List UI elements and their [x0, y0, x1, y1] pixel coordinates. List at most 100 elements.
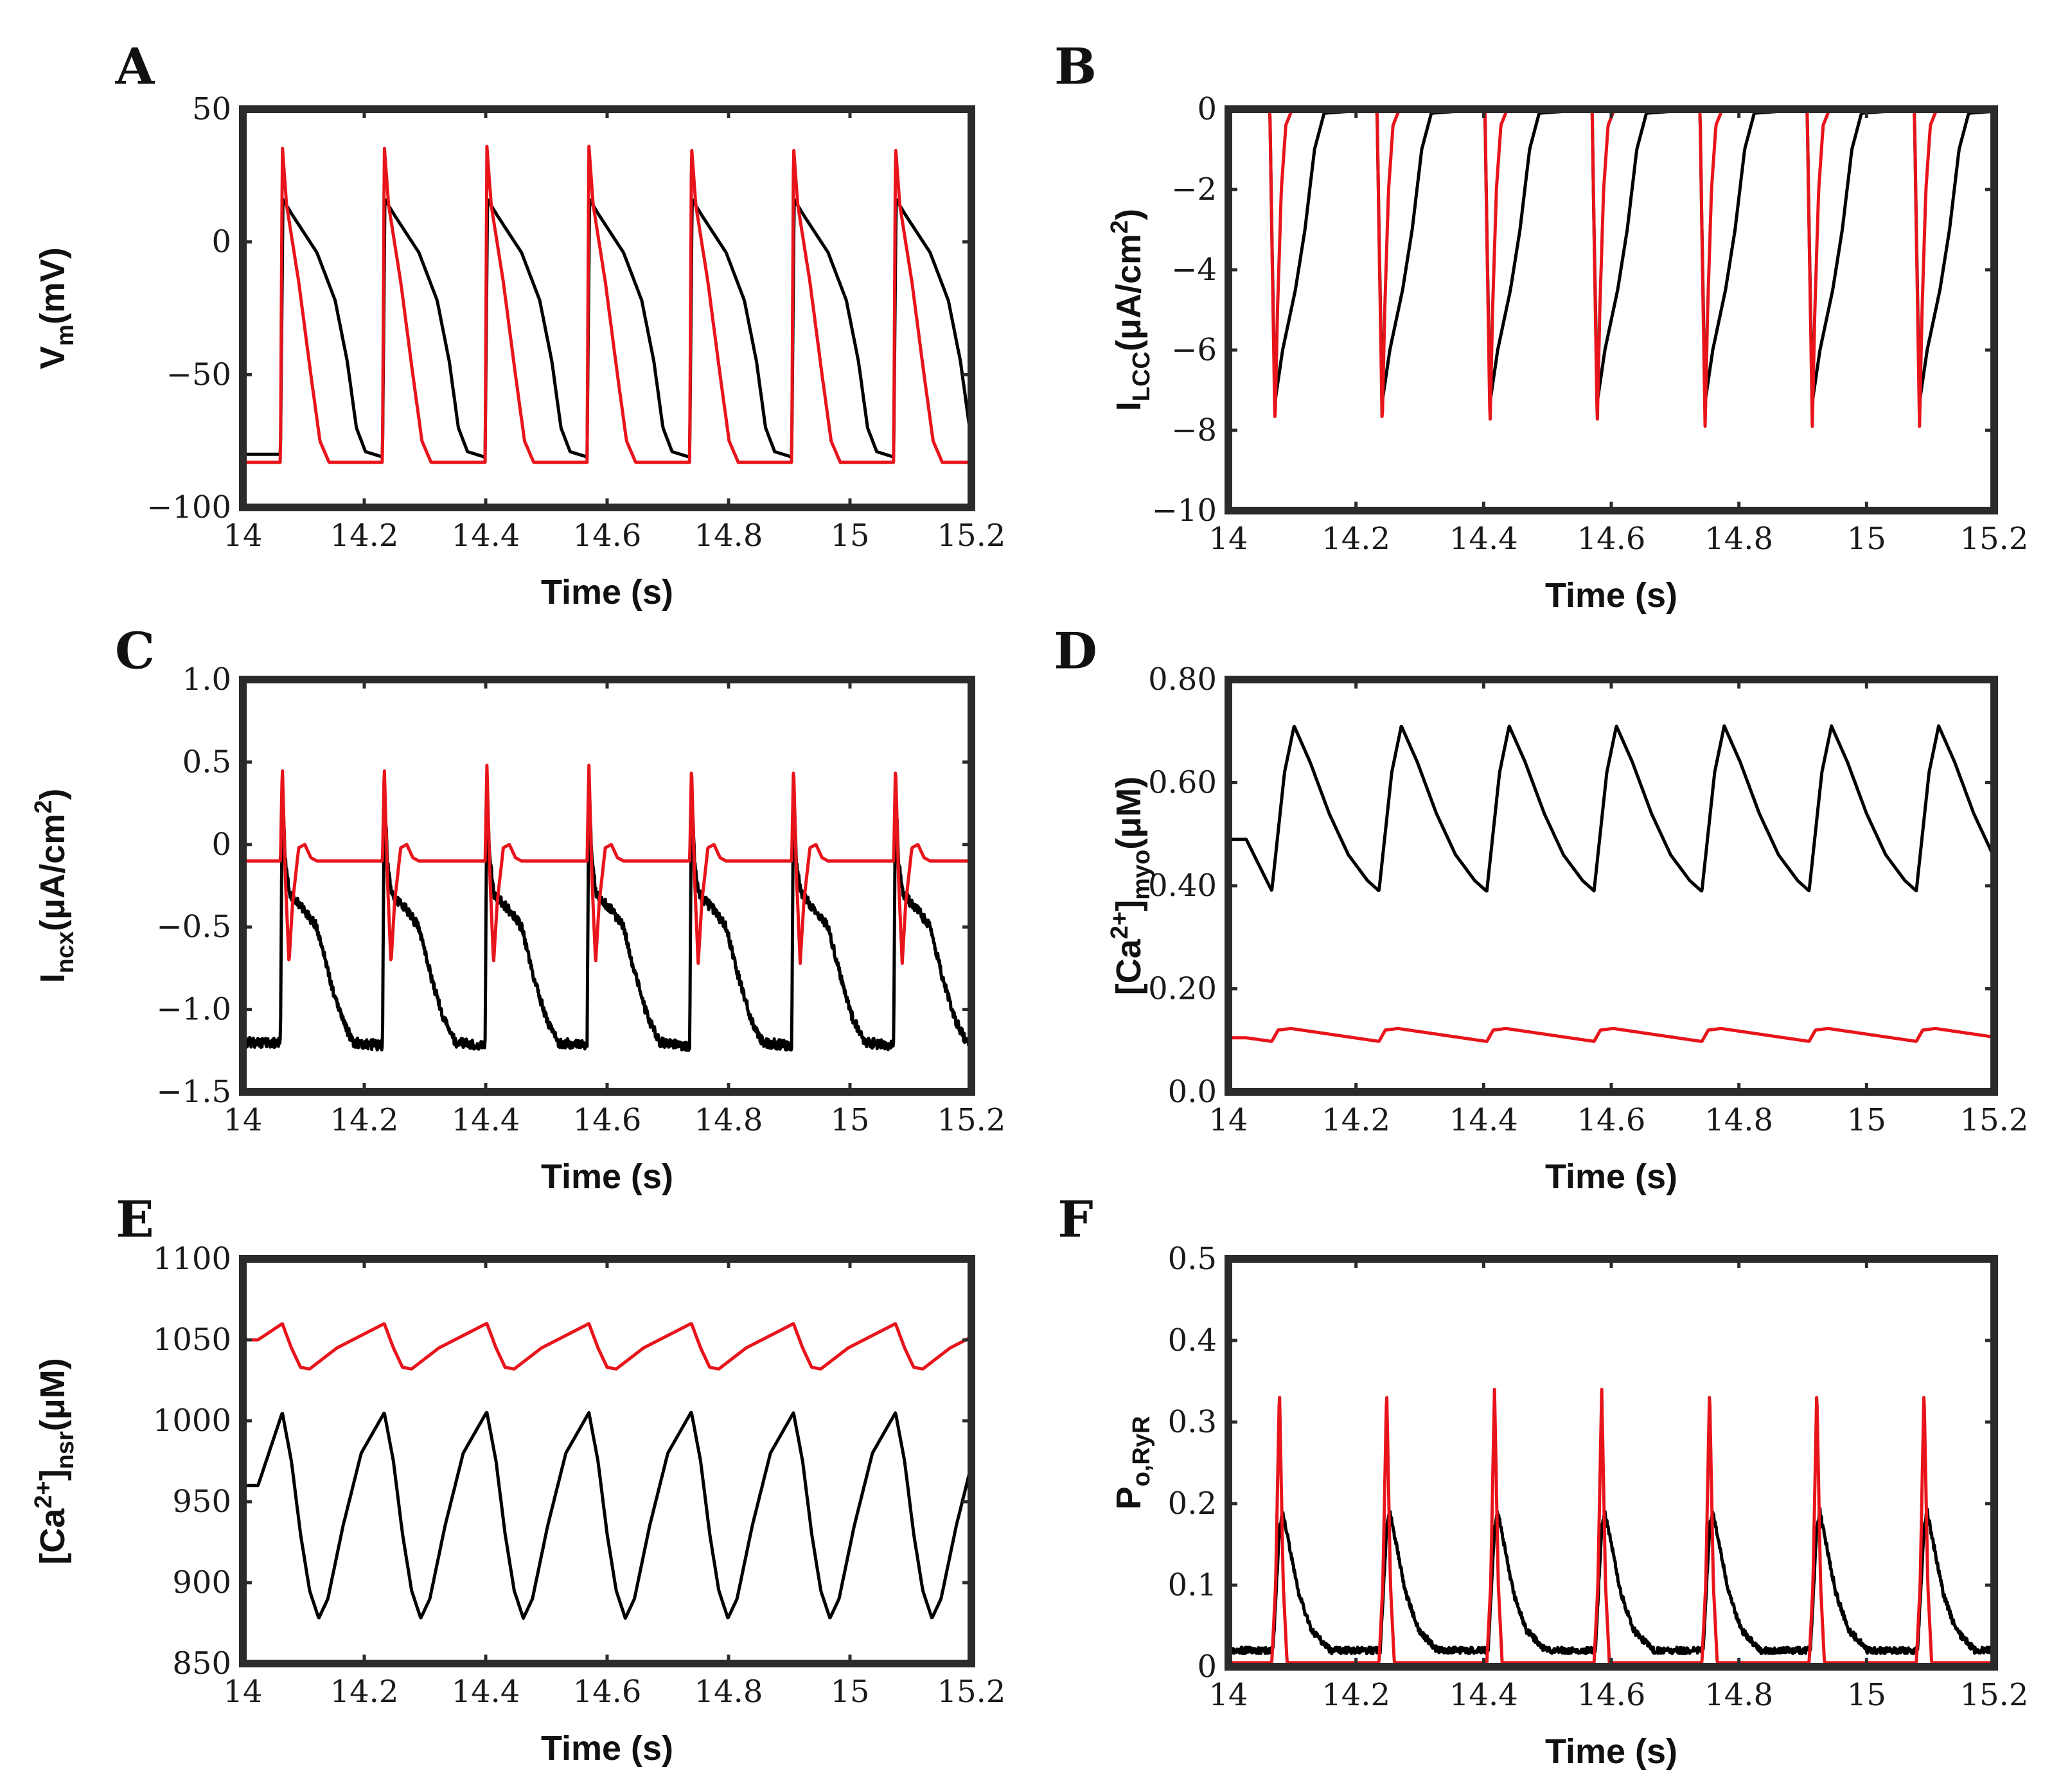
- x-tick-label: 14: [1208, 521, 1248, 557]
- x-tick-label: 14: [223, 1674, 262, 1710]
- y-tick-label: 0.80: [1148, 662, 1217, 698]
- x-tick-label: 14.6: [573, 1102, 642, 1138]
- x-tick-label: 14.6: [573, 518, 642, 554]
- x-tick-label: 15: [1847, 1102, 1886, 1138]
- panel-F: F 14 14.2 14.4 14.6 14.8 15 15.2 0 0.1 0.2 0.3 0.4 0.…: [1057, 1191, 2028, 1771]
- y-label-ylabel_tail: (μA/cm: [1110, 234, 1148, 351]
- x-tick-label: 14.4: [452, 1674, 520, 1710]
- x-tick-label: 15: [830, 1102, 869, 1138]
- plot-frame: [239, 105, 975, 511]
- y-axis-label: ILCC(μA/cm2): [1106, 209, 1155, 411]
- series-red-line: [1268, 112, 1938, 428]
- y-label-ylabel_tail: (mV): [33, 247, 72, 324]
- y-label-ylabel_sub: nsr: [52, 1431, 79, 1469]
- x-tick-label: 14.4: [1449, 1102, 1518, 1138]
- x-tick-label: 14.8: [1704, 1102, 1773, 1138]
- y-tick-label: 0.1: [1168, 1567, 1217, 1603]
- y-label-ylabel_main: V: [33, 346, 72, 369]
- x-tick-label: 14.6: [1577, 1677, 1646, 1713]
- y-label-ylabel_mid: ]: [1110, 900, 1148, 911]
- x-axis-label: Time (s): [1545, 1157, 1677, 1196]
- x-axis-label: Time (s): [541, 1729, 673, 1768]
- x-tick-label: 14.6: [1577, 521, 1646, 557]
- panel-letter: D: [1054, 622, 1097, 681]
- panel-D: D 14 14.2 14.4 14.6 14.8 15 15.2 0.0 0.20 0.40 0.60…: [1054, 622, 2028, 1197]
- y-tick-label: 0.20: [1148, 971, 1217, 1007]
- x-tick-label: 14.8: [1704, 1677, 1773, 1713]
- y-tick-label: 0: [1197, 91, 1217, 127]
- x-tick-label: 14.2: [330, 1674, 399, 1710]
- y-label-ylabel_sup: 2+: [1106, 911, 1133, 939]
- y-axis-label: [Ca2+]nsr(μM): [30, 1358, 79, 1564]
- y-tick-label: 0: [211, 827, 231, 863]
- x-tick-label: 15.2: [937, 1674, 1006, 1710]
- y-tick-label: −10: [1152, 493, 1217, 529]
- y-tick-label: −0.5: [156, 909, 231, 945]
- y-label-ylabel_mid: ]: [33, 1469, 72, 1480]
- x-tick-label: 14: [1208, 1102, 1248, 1138]
- y-tick-label: 0.2: [1168, 1486, 1217, 1522]
- y-label-ylabel_sup: 2: [1106, 220, 1133, 234]
- series-black-line: [245, 1410, 969, 1620]
- x-tick-label: 15.2: [937, 518, 1006, 554]
- y-label-ylabel_pre: [Ca: [1110, 938, 1148, 995]
- y-axis-label: Po,RyR: [1110, 1416, 1155, 1510]
- y-tick-label: 0.60: [1148, 765, 1217, 801]
- series-black-line: [1231, 724, 1992, 893]
- x-axis-label: Time (s): [1545, 576, 1677, 615]
- series-black-line: [245, 198, 969, 459]
- panel-A: A 14 14.2 14.4 14.6 14.8 15 15.2 −100 −50 0 50 Time …: [33, 38, 1005, 612]
- x-tick-label: 14.2: [330, 518, 399, 554]
- x-tick-label: 14.8: [694, 1102, 763, 1138]
- y-tick-label: 0.3: [1168, 1404, 1217, 1440]
- series-red-line: [1231, 1026, 1992, 1043]
- x-tick-label: 14.2: [330, 1102, 399, 1138]
- y-tick-label: 0.0: [1168, 1074, 1217, 1110]
- x-tick-label: 14.2: [1322, 521, 1390, 557]
- y-axis-label: [Ca2+]myo(μM): [1106, 777, 1155, 995]
- y-tick-label: 900: [172, 1565, 231, 1601]
- x-tick-label: 15.2: [1960, 521, 2029, 557]
- y-tick-label: −1.5: [156, 1074, 231, 1110]
- y-tick-label: −50: [166, 356, 231, 392]
- y-tick-label: 1050: [153, 1322, 231, 1358]
- y-label-ylabel_tail: (μM): [33, 1358, 72, 1431]
- y-tick-label: −8: [1171, 412, 1217, 448]
- series-red-line: [245, 1322, 969, 1371]
- y-tick-label: 0.40: [1148, 868, 1217, 904]
- panel-letter: E: [116, 1191, 154, 1249]
- panel-C: C 14 14.2 14.4 14.6 14.8 15 15.2 −1.5 −1.0 −0.5 0 0.…: [30, 622, 1005, 1197]
- series-black-line: [1268, 112, 1992, 404]
- y-tick-label: −2: [1171, 171, 1217, 207]
- x-tick-label: 14.4: [452, 1102, 520, 1138]
- y-tick-label: 1.0: [182, 662, 231, 698]
- y-tick-label: 1100: [153, 1241, 231, 1277]
- panel-B: B 14 14.2 14.4 14.6 14.8 15 15.2 −10 −8 −6 −4 −2 0 Tim…: [1054, 38, 2028, 615]
- series-black-line: [245, 778, 969, 1052]
- x-axis-label: Time (s): [1545, 1732, 1677, 1771]
- x-tick-label: 15: [1847, 521, 1886, 557]
- series-red-line: [245, 145, 969, 464]
- x-tick-label: 14: [223, 1102, 262, 1138]
- y-tick-label: 0.5: [182, 744, 231, 780]
- y-label-ylabel_end: ): [33, 789, 72, 800]
- x-tick-label: 14.8: [694, 1674, 763, 1710]
- y-label-ylabel_sup: 2+: [30, 1480, 57, 1508]
- x-tick-label: 14.8: [1704, 521, 1773, 557]
- series-red-line: [1231, 1387, 1992, 1664]
- plot-frame: [1225, 105, 1998, 514]
- panel-letter: B: [1054, 38, 1097, 96]
- plot-frame: [239, 1255, 975, 1667]
- x-tick-label: 14.4: [1449, 1677, 1518, 1713]
- y-label-ylabel_main: I: [33, 973, 72, 983]
- panel-letter: F: [1057, 1191, 1093, 1249]
- series-red-line: [245, 764, 969, 965]
- y-tick-label: 0.5: [1168, 1241, 1217, 1277]
- y-axis-label: Vm(mV): [33, 247, 79, 369]
- x-tick-label: 15.2: [1960, 1102, 2029, 1138]
- y-label-ylabel_tail: (μA/cm: [33, 814, 72, 931]
- panel-E: E 14 14.2 14.4 14.6 14.8 15 15.2 850 900 950 1000 10…: [30, 1191, 1005, 1768]
- y-tick-label: 0: [211, 224, 231, 260]
- x-tick-label: 14.2: [1322, 1677, 1390, 1713]
